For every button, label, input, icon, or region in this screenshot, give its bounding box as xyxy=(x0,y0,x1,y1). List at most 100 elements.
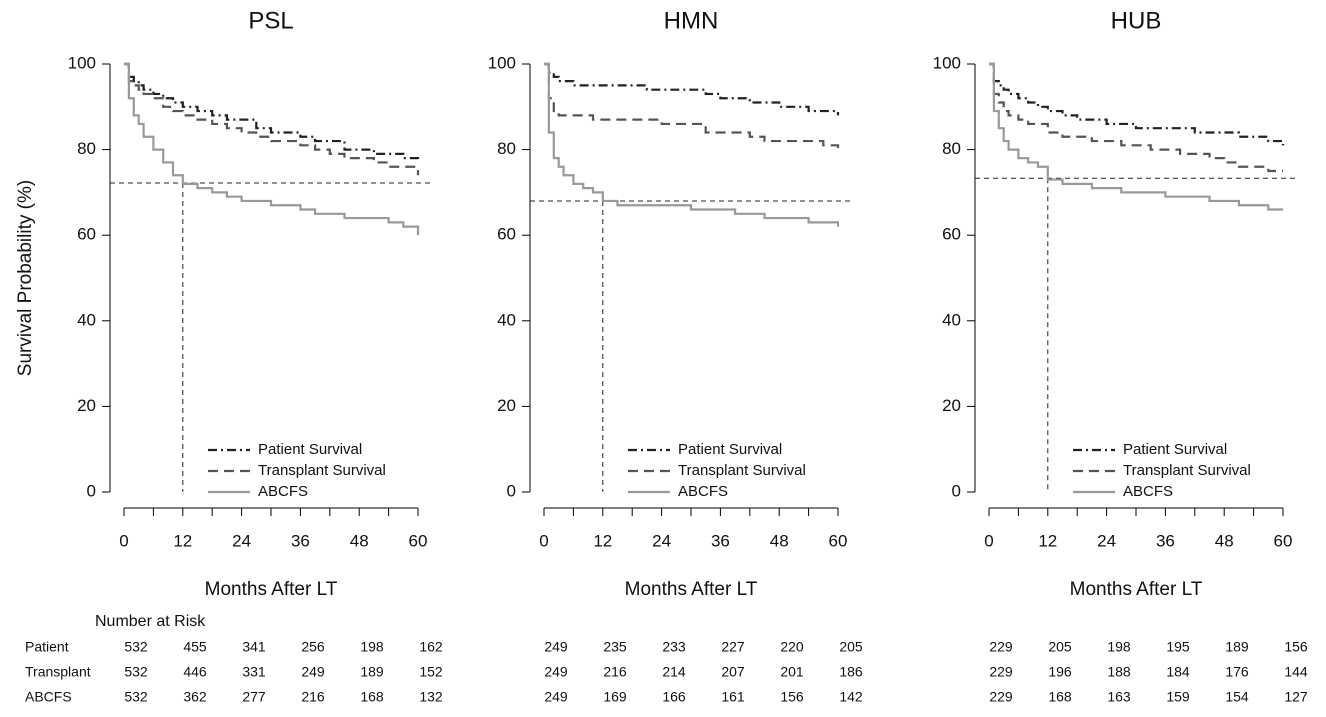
y-axis-label: Survival Probability (%) xyxy=(15,180,36,376)
legend-label: Patient Survival xyxy=(1123,441,1227,458)
y-tick-label: 60 xyxy=(77,225,96,244)
x-tick-label: 36 xyxy=(711,531,730,550)
risk-value: 196 xyxy=(1048,664,1072,680)
risk-row-label: Patient xyxy=(25,639,69,655)
survival-curve xyxy=(544,62,840,150)
x-tick-label: 0 xyxy=(539,531,548,550)
y-tick-label: 0 xyxy=(87,481,96,500)
y-tick-label: 20 xyxy=(942,396,961,415)
x-tick-label: 36 xyxy=(1156,531,1175,550)
y-tick-label: 100 xyxy=(68,53,96,72)
legend-label: Transplant Survival xyxy=(678,462,806,479)
x-tick-label: 36 xyxy=(291,531,310,550)
risk-value: 166 xyxy=(662,689,686,705)
y-tick-label: 0 xyxy=(952,481,961,500)
x-tick-label: 48 xyxy=(770,531,789,550)
risk-value: 127 xyxy=(1284,689,1308,705)
risk-value: 249 xyxy=(544,664,568,680)
risk-value: 168 xyxy=(360,689,384,705)
risk-value: 201 xyxy=(780,664,804,680)
legend-label: Transplant Survival xyxy=(258,462,386,479)
risk-value: 532 xyxy=(124,639,148,655)
risk-value: 159 xyxy=(1166,689,1190,705)
survival-curve xyxy=(544,62,840,116)
risk-value: 163 xyxy=(1107,689,1131,705)
x-tick-label: 24 xyxy=(652,531,671,550)
risk-value: 168 xyxy=(1048,689,1072,705)
x-tick-label: 24 xyxy=(232,531,251,550)
risk-value: 446 xyxy=(183,664,207,680)
risk-value: 331 xyxy=(242,664,266,680)
risk-value: 235 xyxy=(603,639,627,655)
risk-value: 362 xyxy=(183,689,207,705)
risk-value: 455 xyxy=(183,639,207,655)
y-tick-label: 60 xyxy=(942,225,961,244)
x-tick-label: 48 xyxy=(350,531,369,550)
risk-value: 216 xyxy=(301,689,325,705)
x-tick-label: 12 xyxy=(1038,531,1057,550)
y-tick-label: 80 xyxy=(942,139,961,158)
risk-value: 189 xyxy=(1225,639,1249,655)
risk-value: 205 xyxy=(1048,639,1072,655)
y-tick-label: 40 xyxy=(77,310,96,329)
risk-table-title: Number at Risk xyxy=(95,613,206,630)
y-tick-label: 100 xyxy=(488,53,516,72)
risk-value: 144 xyxy=(1284,664,1308,680)
risk-value: 227 xyxy=(721,639,745,655)
survival-curve xyxy=(544,62,840,227)
legend-label: ABCFS xyxy=(678,483,728,500)
risk-value: 152 xyxy=(419,664,443,680)
risk-value: 169 xyxy=(603,689,627,705)
risk-value: 214 xyxy=(662,664,686,680)
risk-value: 216 xyxy=(603,664,627,680)
x-tick-label: 60 xyxy=(829,531,848,550)
x-tick-label: 0 xyxy=(119,531,128,550)
risk-row-label: ABCFS xyxy=(25,689,72,705)
risk-value: 233 xyxy=(662,639,686,655)
y-tick-label: 100 xyxy=(933,53,961,72)
risk-value: 189 xyxy=(360,664,384,680)
risk-value: 532 xyxy=(124,664,148,680)
x-axis-label: Months After LT xyxy=(205,579,338,600)
survival-curve xyxy=(124,62,420,163)
risk-value: 142 xyxy=(839,689,863,705)
x-tick-label: 48 xyxy=(1215,531,1234,550)
survival-curve xyxy=(989,62,1283,173)
survival-curve xyxy=(989,62,1285,146)
x-tick-label: 60 xyxy=(409,531,428,550)
y-tick-label: 40 xyxy=(942,310,961,329)
risk-value: 184 xyxy=(1166,664,1190,680)
y-tick-label: 60 xyxy=(497,225,516,244)
risk-value: 220 xyxy=(780,639,804,655)
x-tick-label: 12 xyxy=(173,531,192,550)
risk-value: 256 xyxy=(301,639,325,655)
risk-value: 156 xyxy=(1284,639,1308,655)
y-tick-label: 80 xyxy=(497,139,516,158)
x-axis-label: Months After LT xyxy=(625,579,758,600)
risk-value: 532 xyxy=(124,689,148,705)
risk-value: 341 xyxy=(242,639,266,655)
y-tick-label: 0 xyxy=(507,481,516,500)
risk-value: 186 xyxy=(839,664,863,680)
risk-value: 176 xyxy=(1225,664,1249,680)
risk-value: 249 xyxy=(544,639,568,655)
legend-label: Transplant Survival xyxy=(1123,462,1251,479)
risk-value: 188 xyxy=(1107,664,1131,680)
risk-value: 154 xyxy=(1225,689,1249,705)
panel-title: HUB xyxy=(1111,7,1162,34)
legend-label: ABCFS xyxy=(258,483,308,500)
risk-value: 198 xyxy=(1107,639,1131,655)
panel-title: PSL xyxy=(248,7,293,34)
risk-value: 162 xyxy=(419,639,443,655)
y-tick-label: 20 xyxy=(497,396,516,415)
panel-title: HMN xyxy=(664,7,719,34)
legend-label: Patient Survival xyxy=(678,441,782,458)
survival-curve xyxy=(989,62,1283,211)
risk-value: 156 xyxy=(780,689,804,705)
risk-value: 205 xyxy=(839,639,863,655)
y-tick-label: 80 xyxy=(77,139,96,158)
risk-row-label: Transplant xyxy=(25,664,91,680)
legend-label: Patient Survival xyxy=(258,441,362,458)
risk-value: 161 xyxy=(721,689,745,705)
